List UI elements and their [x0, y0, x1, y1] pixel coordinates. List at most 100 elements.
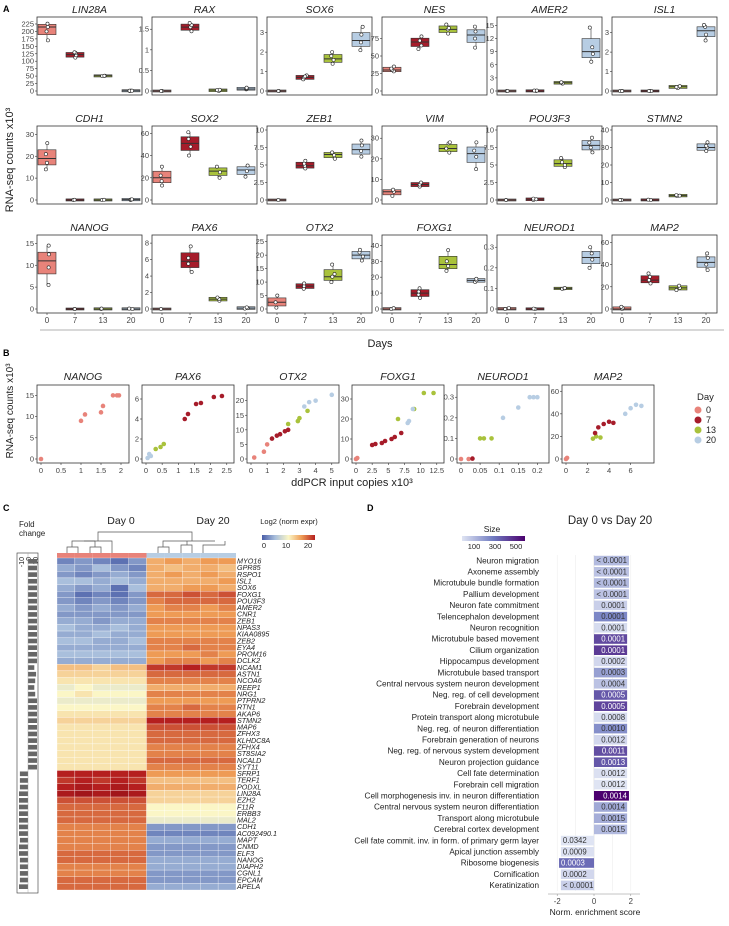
heatmap-cell [129, 585, 147, 592]
heatmap-cell [93, 844, 111, 851]
x-tick-label: 13 [99, 316, 108, 325]
heatmap-cell [75, 671, 93, 678]
heatmap-cell [182, 578, 200, 585]
data-point [187, 137, 190, 140]
dendrogram-branch [181, 545, 192, 553]
heatmap-cell [111, 691, 129, 698]
heatmap-cell [200, 857, 218, 864]
y-tick-label: 0.1 [484, 284, 494, 293]
heatmap-cell [164, 591, 182, 598]
scatter-point [565, 456, 570, 461]
data-point [189, 145, 192, 148]
heatmap-cell [182, 571, 200, 578]
heatmap-cell [111, 565, 129, 572]
y-tick-label: 40 [551, 409, 559, 418]
heatmap-cell [164, 691, 182, 698]
data-point [419, 181, 422, 184]
legend-label: 13 [706, 425, 716, 435]
scatter-point [535, 395, 540, 400]
heatmap-cell [218, 638, 236, 645]
heatmap-cell [129, 844, 147, 851]
data-point [47, 283, 50, 286]
scatter-point [431, 391, 436, 396]
term-label: Cerebral cortex development [434, 825, 540, 834]
scatter-point [596, 425, 601, 430]
heatmap-cell [147, 757, 165, 764]
x-tick-label: 0 [144, 466, 148, 475]
data-point [73, 307, 76, 310]
padj-label: 0.0015 [601, 825, 626, 834]
data-point [678, 85, 681, 88]
scatter-point [313, 398, 318, 403]
heatmap-cell [111, 644, 129, 651]
heatmap-cell [129, 604, 147, 611]
legend-swatch [695, 437, 702, 444]
y-tick-label: 5 [30, 283, 34, 292]
heatmap-cell [182, 817, 200, 824]
data-point [360, 259, 363, 262]
heatmap-cell [93, 598, 111, 605]
heatmap-cell [111, 717, 129, 724]
data-point [675, 289, 678, 292]
padj-label: 0.0003 [561, 859, 585, 868]
heatmap-cell [129, 591, 147, 598]
heatmap-cell [129, 658, 147, 665]
term-label: Apical junction assembly [449, 848, 540, 857]
y-tick-label: 0 [450, 455, 454, 464]
data-point [445, 260, 448, 263]
heatmap-cell [57, 857, 75, 864]
heatmap-cell [182, 844, 200, 851]
heatmap-cell [57, 618, 75, 625]
gene-title: NANOG [64, 371, 103, 383]
plot-frame [152, 126, 257, 204]
y-tick-label: 15 [26, 239, 34, 248]
heatmap-cell [164, 565, 182, 572]
data-point [130, 89, 133, 92]
x-tick-label: 3 [297, 466, 301, 475]
heatmap-cell [111, 578, 129, 585]
scatter-point [459, 457, 464, 462]
chart-title: Day 0 vs Day 20 [568, 515, 652, 527]
gene-title: PAX6 [175, 371, 201, 383]
heatmap-cell [218, 591, 236, 598]
fold-change-bar [19, 884, 28, 889]
heatmap-cell [147, 863, 165, 870]
heatmap-cell [57, 585, 75, 592]
fold-change-bar [20, 785, 28, 790]
fold-change-bar [28, 665, 34, 670]
padj-label: 0.0010 [601, 724, 626, 733]
y-tick-label: 0 [260, 305, 264, 314]
heatmap-cell [147, 883, 165, 890]
heatmap-cell [93, 824, 111, 831]
heatmap-cell [200, 658, 218, 665]
fold-change-bar [28, 698, 37, 703]
heatmap-cell [129, 804, 147, 811]
heatmap-cell [57, 631, 75, 638]
plot-frame [612, 235, 717, 313]
heatmap-cell [218, 737, 236, 744]
y-tick-label: 40 [601, 126, 609, 135]
heatmap-cell [129, 638, 147, 645]
data-point [647, 279, 650, 282]
scatter-point [329, 393, 334, 398]
data-point [100, 307, 103, 310]
plot-frame [152, 17, 257, 95]
scatter-point [220, 394, 225, 399]
heatmap-cell [129, 857, 147, 864]
heatmap-cell [218, 777, 236, 784]
heatmap-cell [75, 697, 93, 704]
panel-c-heatmap: CFoldchange-10010Day 0Day 20Log2 (norm e… [3, 503, 318, 893]
data-point [591, 52, 594, 55]
heatmap-cell [111, 697, 129, 704]
data-point [330, 54, 333, 57]
scatter-point [422, 391, 427, 396]
term-label: Microtubule based transport [438, 668, 540, 677]
fold-change-bar [28, 738, 37, 743]
data-point [392, 65, 395, 68]
fold-change-bar [19, 811, 28, 816]
padj-label: 0.0012 [601, 769, 625, 778]
heatmap-cell [93, 857, 111, 864]
fold-change-bar [28, 732, 37, 737]
heatmap-cell [111, 883, 129, 890]
heatmap-cell [57, 764, 75, 771]
